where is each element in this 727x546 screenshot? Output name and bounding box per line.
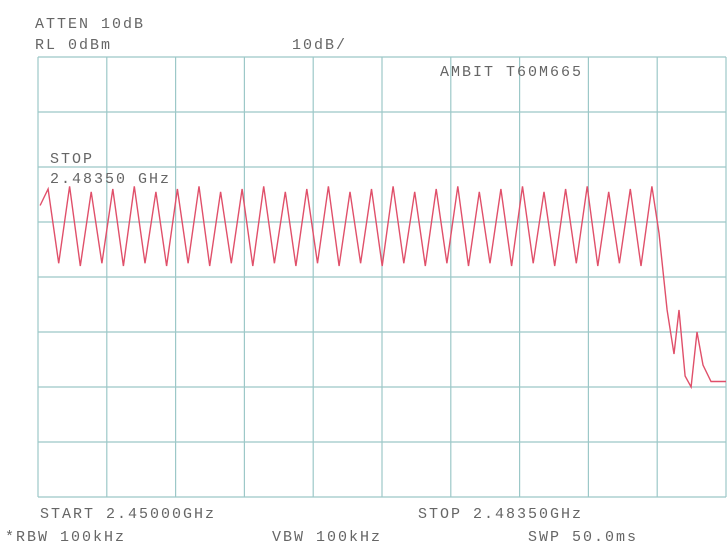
annotation: ATTEN 10dB (35, 16, 145, 33)
annotation: RL 0dBm (35, 37, 112, 54)
annotation: AMBIT T60M665 (440, 64, 583, 81)
annotation: STOP (50, 151, 94, 168)
annotation: STOP 2.48350GHz (418, 506, 583, 523)
annotation: START 2.45000GHz (40, 506, 216, 523)
annotation: *RBW 100kHz (5, 529, 126, 546)
annotation: 2.48350 GHz (50, 171, 171, 188)
annotation: VBW 100kHz (272, 529, 382, 546)
annotation: SWP 50.0ms (528, 529, 638, 546)
trace (39, 186, 726, 390)
annotation: 10dB/ (292, 37, 347, 54)
